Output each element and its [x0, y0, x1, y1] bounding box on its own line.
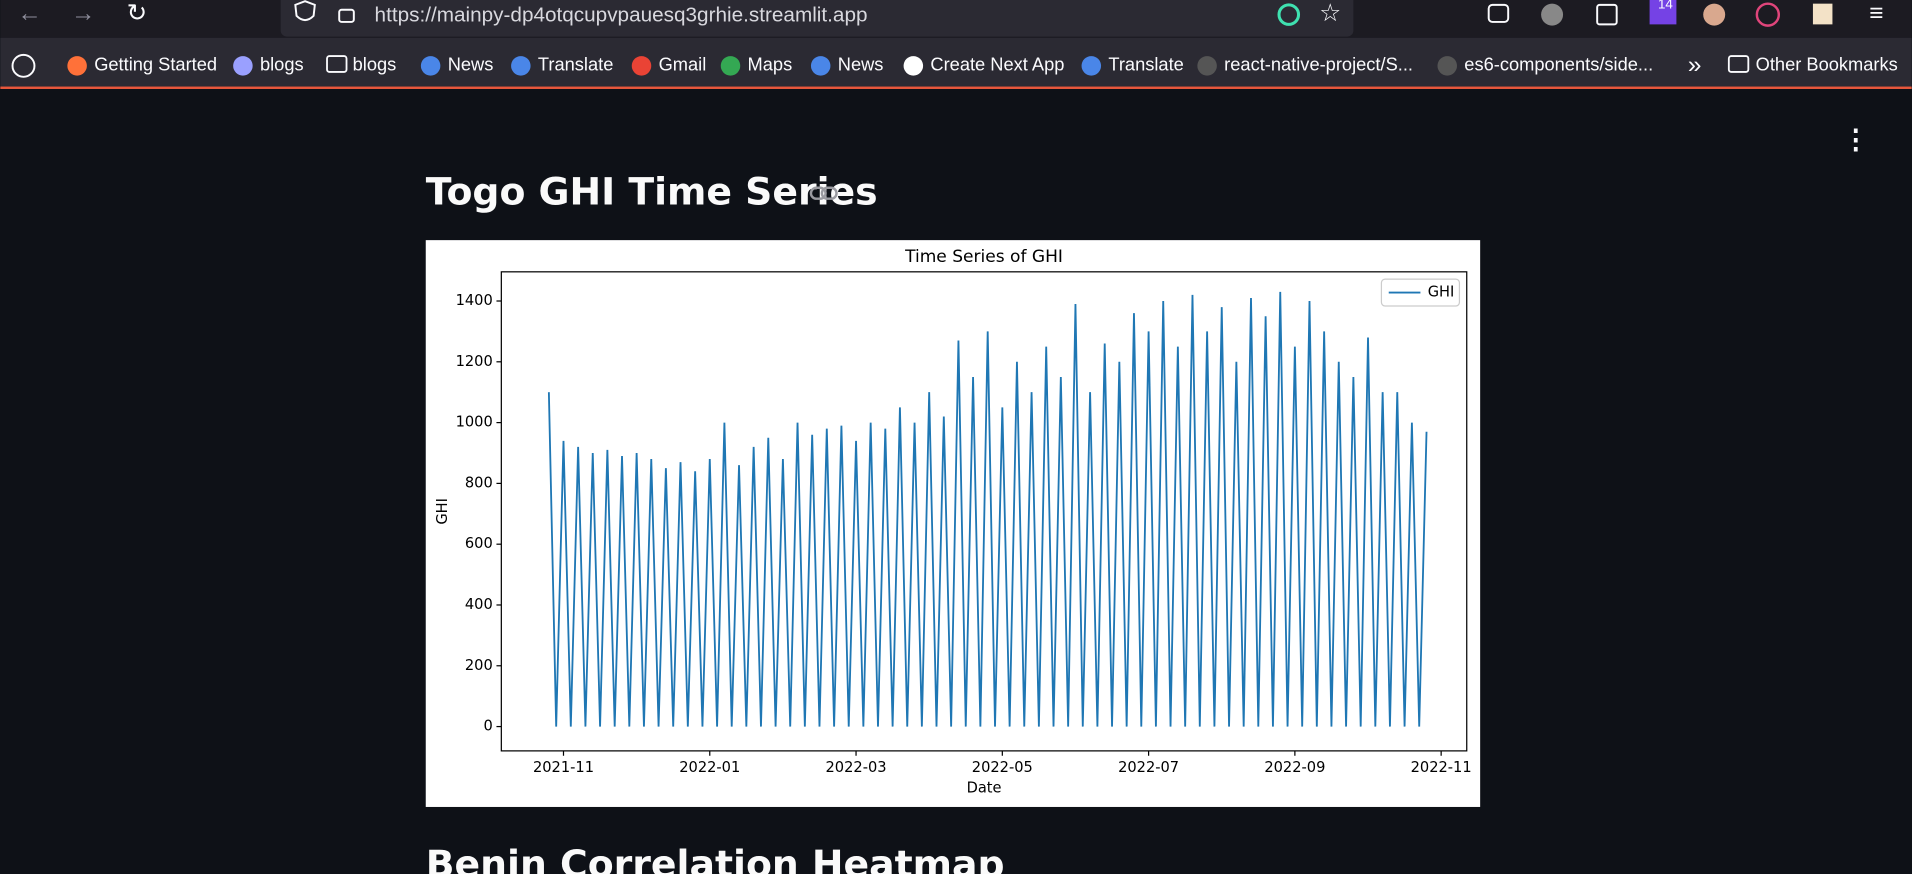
chart-title: Time Series of GHI	[904, 247, 1063, 267]
extension-icon[interactable]	[1541, 3, 1564, 26]
bookmarks-bar	[0, 37, 1912, 87]
lock-icon[interactable]	[338, 8, 355, 23]
bookmark[interactable]: Translate	[538, 54, 613, 75]
extension-icon[interactable]	[1703, 3, 1726, 26]
bookmark[interactable]: Maps	[748, 54, 793, 75]
reload-button[interactable]: ↻	[127, 0, 147, 27]
bookmark-icon[interactable]	[1197, 56, 1217, 76]
x-tick-label: 2021-11	[533, 759, 594, 776]
extension-icon[interactable]	[1649, 0, 1677, 25]
more-bookmarks[interactable]: »	[1688, 51, 1702, 78]
badge: 14	[1658, 0, 1673, 11]
bookmark[interactable]: Getting Started	[94, 54, 217, 75]
bookmark-icon[interactable]	[903, 56, 924, 76]
y-tick-label: 1000	[456, 414, 493, 431]
progress-line	[0, 86, 1912, 89]
back-button[interactable]: ←	[17, 0, 41, 27]
folder-icon[interactable]	[326, 55, 348, 73]
legend-label: GHI	[1428, 284, 1455, 301]
bookmark-icon[interactable]	[420, 56, 441, 76]
bookmark[interactable]: Gmail	[659, 54, 707, 75]
y-tick-label: 0	[483, 718, 492, 735]
bookmark[interactable]: News	[448, 54, 494, 75]
extension-icon[interactable]	[1755, 2, 1781, 27]
url-bar[interactable]	[280, 0, 1354, 37]
url-text[interactable]: https://mainpy-dp4otqcupvpauesq3grhie.st…	[375, 3, 868, 26]
page-heading: Togo GHI Time Series	[426, 169, 878, 213]
link-icon[interactable]	[809, 186, 838, 200]
bookmark[interactable]: es6-components/side...	[1464, 54, 1653, 75]
x-tick-label: 2022-11	[1411, 759, 1472, 776]
folder-icon[interactable]	[1727, 55, 1750, 73]
axes-frame	[500, 271, 1468, 752]
y-tick-label: 600	[465, 535, 493, 552]
bookmark[interactable]: react-native-project/S...	[1224, 54, 1413, 75]
bookmark[interactable]: blogs	[260, 54, 304, 75]
y-tick-label: 1200	[456, 353, 493, 370]
y-tick-label: 1400	[456, 292, 493, 309]
x-tick-label: 2022-09	[1264, 759, 1325, 776]
page-menu[interactable]: ⋮	[1842, 124, 1869, 154]
chart-image	[425, 240, 1481, 807]
data-line	[547, 291, 1428, 727]
extension-icon[interactable]	[1277, 3, 1301, 26]
bookmark-icon[interactable]	[720, 56, 741, 76]
bookmark-icon[interactable]	[1437, 56, 1457, 76]
bookmark-icon[interactable]	[810, 56, 831, 76]
x-axis-label: Date	[967, 780, 1002, 797]
y-tick-label: 800	[465, 474, 493, 491]
x-tick-label: 2022-03	[826, 759, 887, 776]
next-heading: Benin Correlation Heatmap	[426, 842, 1005, 874]
y-tick-label: 200	[465, 657, 493, 674]
x-tick-label: 2022-05	[972, 759, 1033, 776]
bookmark[interactable]: blogs	[353, 54, 397, 75]
globe-icon[interactable]	[11, 53, 36, 78]
y-tick-label: 400	[465, 596, 493, 613]
bookmark[interactable]: News	[838, 54, 884, 75]
forward-button[interactable]: →	[71, 0, 95, 27]
bookmark[interactable]: Create Next App	[930, 54, 1064, 75]
bookmark-icon[interactable]	[511, 56, 531, 76]
x-tick-label: 2022-01	[679, 759, 740, 776]
bookmark-icon[interactable]	[233, 56, 253, 76]
bookmark-icon[interactable]	[631, 56, 652, 76]
y-axis-label: GHI	[434, 498, 451, 525]
pocket-icon[interactable]	[1487, 3, 1510, 23]
bookmark[interactable]: Other Bookmarks	[1756, 54, 1898, 75]
star-icon[interactable]: ☆	[1319, 0, 1341, 27]
bookmark[interactable]: Translate	[1108, 54, 1183, 75]
shield-icon[interactable]	[294, 0, 316, 22]
menu-button[interactable]: ≡	[1869, 0, 1883, 27]
extensions-button[interactable]	[1596, 3, 1618, 26]
x-tick-label: 2022-07	[1118, 759, 1179, 776]
bookmark-icon[interactable]	[1081, 56, 1102, 76]
bookmark-icon[interactable]	[67, 56, 87, 76]
extension-icon[interactable]	[1812, 3, 1833, 25]
